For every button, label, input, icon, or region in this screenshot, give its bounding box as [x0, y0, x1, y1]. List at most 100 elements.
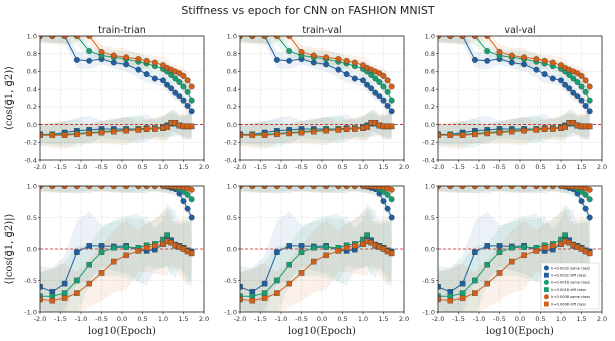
data-point-square [74, 277, 80, 284]
data-point-circle [521, 54, 528, 61]
data-point-square [459, 290, 466, 296]
data-point-circle [160, 62, 166, 69]
data-point-square [261, 290, 268, 296]
x-axis-label: log10(Epoch) [288, 326, 356, 337]
data-point-square [86, 261, 92, 268]
data-point-square [111, 244, 117, 251]
y-tick-label: 0.5 [27, 214, 37, 222]
plot-area [438, 186, 602, 312]
data-point-square [335, 127, 342, 133]
data-point-circle [164, 81, 171, 88]
data-point-square [472, 290, 478, 296]
y-tick-label: 0.0 [227, 121, 237, 129]
data-point-circle [388, 196, 395, 203]
data-point-square [261, 132, 268, 138]
data-point-square [152, 126, 158, 132]
legend-label: lr=0.0032 diff class [551, 274, 586, 278]
y-tick-label: -0.5 [224, 277, 237, 285]
data-point-circle [86, 48, 93, 55]
x-tick-label: 0.5 [137, 163, 147, 171]
data-point-square [521, 128, 527, 134]
data-point-square [249, 297, 256, 304]
data-point-circle [384, 103, 391, 109]
x-tick-label: -0.5 [493, 315, 506, 323]
y-tick-label: 0.6 [27, 68, 37, 76]
y-tick-label: -0.5 [422, 277, 435, 285]
data-point-circle [360, 77, 366, 84]
x-tick-label: -1.5 [452, 163, 465, 171]
x-tick-label: 2.0 [399, 315, 409, 323]
data-point-circle [471, 186, 478, 189]
y-tick-label: -1.0 [224, 308, 237, 316]
x-tick-label: 1.0 [158, 163, 168, 171]
data-point-circle [372, 89, 379, 96]
legend-label: lr=0.0008 same class [551, 295, 590, 299]
y-tick-label: 0.5 [425, 214, 435, 222]
data-point-square [286, 261, 292, 268]
data-point-circle [558, 77, 564, 84]
data-point-square [286, 130, 292, 137]
data-point-square [240, 284, 243, 290]
y-tick-label: 0.6 [425, 68, 435, 76]
data-point-circle [110, 186, 117, 189]
plot-area [240, 186, 404, 312]
data-point-square [152, 243, 158, 249]
data-point-circle [533, 66, 540, 73]
x-tick-label: 0.0 [317, 163, 327, 171]
data-point-square [323, 128, 329, 134]
data-point-square [459, 280, 466, 287]
y-tick-label: 0.2 [27, 103, 37, 111]
x-tick-label: 1.5 [378, 315, 388, 323]
data-point-circle [180, 97, 187, 104]
panel-title: train-val [302, 25, 341, 36]
data-point-square [298, 270, 305, 276]
data-point-square [188, 123, 195, 130]
data-point-circle [484, 48, 491, 55]
data-point-square [61, 280, 68, 287]
data-point-circle [286, 186, 293, 189]
data-point-circle [310, 186, 317, 189]
data-point-circle [188, 83, 195, 90]
data-point-square [541, 244, 548, 251]
x-tick-label: 1.5 [576, 163, 586, 171]
data-point-square [509, 128, 515, 135]
data-point-circle [176, 70, 183, 77]
data-point-circle [323, 54, 330, 61]
x-tick-label: -2.0 [432, 315, 445, 323]
x-tick-label: 0.5 [337, 315, 347, 323]
data-point-square [286, 243, 292, 249]
y-tick-label: -0.2 [422, 139, 435, 147]
data-point-square [484, 280, 490, 287]
x-axis-label: log10(Epoch) [88, 326, 156, 337]
data-point-circle [582, 77, 589, 84]
data-point-circle [151, 186, 158, 189]
y-tick-label: 0.4 [227, 85, 237, 93]
data-point-square [274, 249, 280, 255]
data-point-square [74, 131, 80, 138]
data-point-circle [582, 103, 589, 109]
x-tick-label: 1.5 [378, 163, 388, 171]
x-tick-label: 0.5 [535, 315, 545, 323]
data-point-circle [335, 66, 342, 73]
data-point-square [123, 128, 129, 134]
data-point-square [86, 243, 92, 249]
data-point-circle [388, 214, 395, 221]
y-tick-label: 1.0 [425, 32, 435, 40]
x-tick-label: 0.0 [117, 163, 127, 171]
data-point-square [164, 232, 170, 238]
plot-area [438, 36, 602, 150]
x-tick-label: 1.5 [576, 315, 586, 323]
data-point-circle [521, 186, 528, 189]
data-point-square [509, 258, 515, 265]
data-point-square [459, 132, 466, 138]
data-point-square [343, 244, 350, 251]
data-point-circle [380, 83, 387, 90]
panel-0-0: 1.0 0.8 0.6 0.4 0.2 0.0 -0.2 -0.4-2.0 -1.5 -1.0 -0… [24, 25, 209, 171]
data-point-circle [368, 85, 375, 92]
data-point-square [388, 250, 395, 257]
data-point-square [111, 128, 117, 135]
data-point-circle [160, 77, 166, 84]
uncertainty-band [240, 36, 392, 120]
data-point-circle [123, 61, 130, 68]
uncertainty-band [40, 36, 192, 110]
